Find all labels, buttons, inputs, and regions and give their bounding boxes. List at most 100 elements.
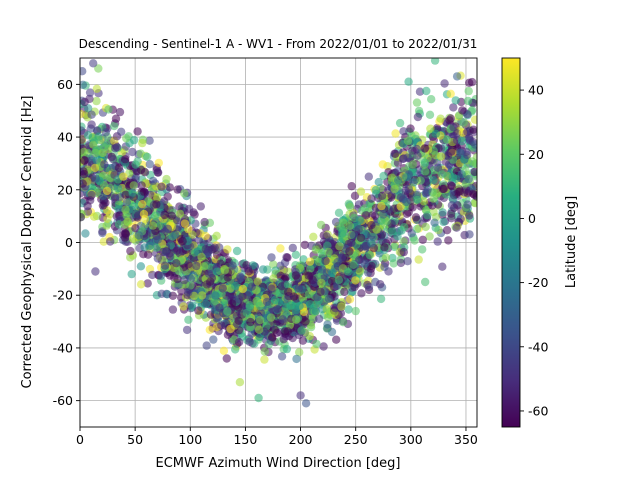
data-point: [218, 284, 227, 293]
data-point: [80, 126, 86, 135]
data-point: [270, 295, 280, 305]
data-point: [121, 155, 130, 164]
data-point: [286, 301, 295, 311]
data-point: [143, 152, 152, 162]
colorbar: [501, 57, 521, 428]
data-point: [357, 289, 366, 298]
data-point: [381, 253, 391, 262]
data-point: [447, 182, 457, 191]
data-point: [340, 230, 349, 239]
data-point: [408, 160, 417, 169]
data-point: [266, 313, 276, 322]
data-point: [425, 110, 435, 120]
data-point: [323, 320, 332, 329]
data-point: [395, 118, 405, 128]
data-point: [379, 171, 388, 181]
data-point: [134, 231, 143, 240]
y-tick-label: 20: [57, 182, 73, 197]
chart-title: Descending - Sentinel-1 A - WV1 - From 2…: [79, 37, 478, 51]
data-point: [223, 245, 232, 254]
data-point: [425, 232, 434, 241]
data-point: [110, 121, 119, 131]
data-point: [175, 202, 184, 211]
data-point: [421, 167, 430, 176]
data-point: [291, 250, 301, 259]
data-point: [470, 167, 477, 177]
data-point: [314, 314, 324, 323]
data-point: [429, 176, 438, 185]
data-point: [120, 220, 129, 229]
data-point: [413, 112, 423, 122]
data-point: [184, 288, 193, 297]
scatter-points: [80, 58, 477, 408]
data-point: [152, 200, 161, 209]
data-point: [456, 214, 465, 224]
data-point: [413, 195, 422, 205]
data-point: [188, 230, 197, 239]
colorbar-tick-label: -40: [528, 339, 548, 354]
data-point: [220, 266, 229, 275]
data-point: [437, 152, 446, 161]
data-point: [412, 224, 422, 234]
data-point: [322, 232, 331, 241]
data-point: [440, 79, 449, 88]
colorbar-label: Latitude [deg]: [564, 196, 579, 288]
data-point: [470, 115, 477, 124]
data-point: [356, 233, 366, 242]
y-axis-ticks: -60 -40 -20 0 20 40 60: [53, 77, 80, 408]
data-point: [344, 267, 353, 276]
data-point: [345, 247, 354, 256]
data-point: [243, 291, 252, 300]
data-point: [462, 150, 472, 160]
data-point: [448, 173, 458, 182]
data-point: [294, 284, 304, 293]
data-point: [349, 260, 358, 269]
data-point: [321, 256, 330, 266]
data-point: [138, 200, 147, 209]
data-point: [211, 291, 220, 300]
data-point: [390, 184, 399, 194]
data-point: [362, 211, 371, 220]
data-point: [127, 269, 136, 279]
data-point: [80, 135, 86, 144]
data-point: [80, 167, 88, 176]
data-point: [80, 109, 85, 119]
data-point: [99, 237, 109, 246]
data-point: [354, 225, 363, 234]
data-point: [377, 201, 386, 211]
data-point: [464, 86, 473, 96]
data-point: [126, 246, 135, 256]
data-point: [186, 274, 196, 283]
data-point: [400, 223, 409, 232]
data-point: [337, 302, 346, 311]
x-tick-label: 50: [127, 432, 143, 447]
data-point: [283, 253, 292, 262]
data-point: [371, 186, 380, 195]
data-point: [136, 280, 146, 289]
data-point: [403, 257, 412, 266]
data-point: [408, 146, 417, 155]
data-point: [433, 237, 442, 246]
data-point: [288, 243, 297, 253]
colorbar-tick-label: -20: [528, 275, 548, 290]
data-point: [428, 201, 437, 210]
data-point: [254, 325, 264, 334]
data-point: [457, 170, 466, 179]
data-point: [419, 197, 428, 206]
data-point: [295, 348, 304, 357]
data-point: [349, 231, 359, 240]
data-point: [106, 237, 115, 246]
data-point: [172, 246, 182, 255]
data-point: [378, 191, 387, 200]
data-point: [429, 194, 438, 203]
data-point: [438, 262, 447, 271]
data-point: [457, 137, 467, 146]
data-point: [194, 306, 203, 315]
data-point: [423, 185, 432, 194]
data-point: [335, 242, 344, 251]
data-point: [84, 104, 93, 113]
data-point: [324, 247, 333, 257]
data-point: [376, 280, 385, 289]
data-point: [410, 236, 419, 245]
